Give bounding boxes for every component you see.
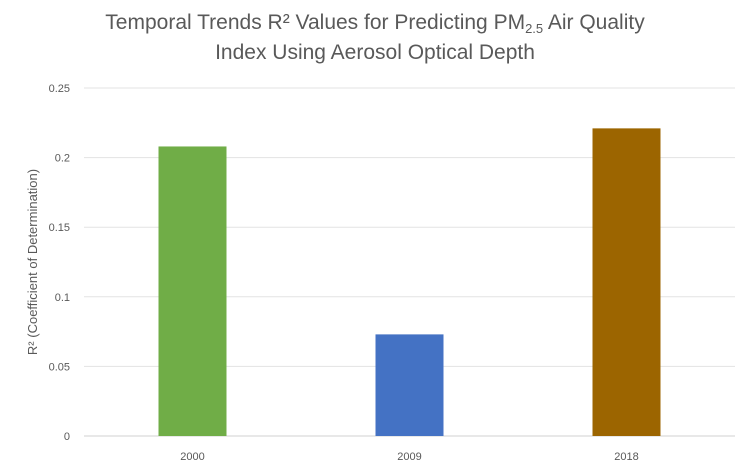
chart-title-line-1: Temporal Trends R² Values for Predicting… — [0, 8, 750, 38]
x-tick-label: 2018 — [614, 451, 638, 463]
chart-title-subscript: 2.5 — [525, 21, 544, 36]
x-tick-label: 2009 — [397, 451, 421, 463]
y-tick-label: 0.25 — [49, 83, 70, 95]
y-tick-label: 0.15 — [49, 222, 70, 234]
chart-title-suffix: Air Quality — [543, 11, 645, 34]
y-axis-title: R² (Coefficient of Determination) — [25, 169, 40, 355]
x-tick-labels: 2000 2009 2018 — [180, 451, 638, 463]
x-tick-label: 2000 — [180, 451, 204, 463]
bar-2018 — [592, 128, 661, 437]
bar-2009 — [375, 334, 444, 436]
chart-title-prefix: Temporal Trends R² Values for Predicting… — [105, 11, 526, 34]
y-tick-label: 0.1 — [55, 292, 70, 304]
y-tick-label: 0.2 — [55, 153, 70, 165]
bar-2000 — [158, 146, 227, 437]
y-tick-labels: 0 0.05 0.1 0.15 0.2 0.25 — [49, 83, 70, 443]
chart-title: Temporal Trends R² Values for Predicting… — [0, 8, 750, 68]
chart-title-line-2: Index Using Aerosol Optical Depth — [215, 41, 535, 64]
y-tick-label: 0 — [64, 431, 70, 443]
y-tick-label: 0.05 — [49, 361, 70, 373]
bars — [158, 128, 661, 437]
